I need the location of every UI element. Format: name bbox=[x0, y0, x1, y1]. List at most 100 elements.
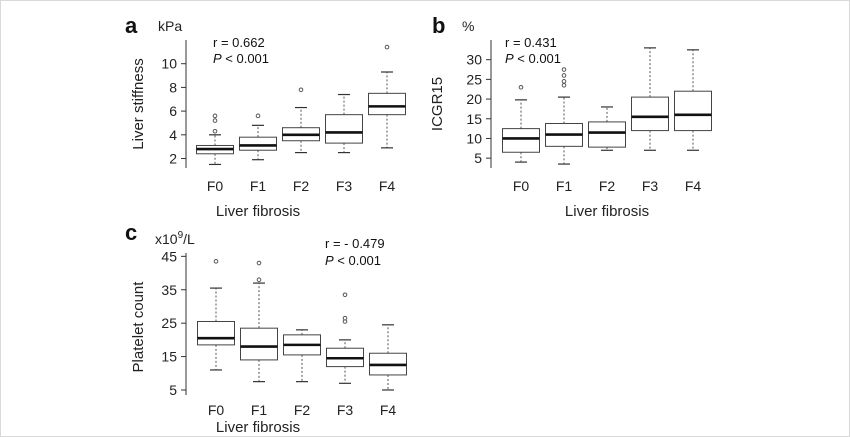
a-box-F4 bbox=[368, 44, 406, 149]
b-x-tick-label: F0 bbox=[513, 178, 530, 194]
panel-c-xlabel: Liver fibrosis bbox=[216, 419, 300, 436]
outlier-point bbox=[298, 87, 304, 93]
a-y-tick-label: 8 bbox=[169, 79, 177, 95]
c-y-tick-label: 35 bbox=[161, 282, 177, 298]
a-x-tick-label: F0 bbox=[207, 178, 224, 194]
b-y-tick-label: 25 bbox=[466, 71, 482, 87]
iqr-box bbox=[325, 114, 363, 144]
b-box-F2 bbox=[588, 106, 626, 151]
panel-c: c x109/L r = - 0.479 P < 0.001 5 15 25 35 45… bbox=[125, 220, 407, 436]
panel-b-xlabel: Liver fibrosis bbox=[565, 203, 649, 220]
outlier-point bbox=[561, 82, 567, 88]
panel-c-unit: x109/L bbox=[155, 230, 195, 247]
panel-b-unit: % bbox=[462, 18, 474, 34]
a-x-tick-label: F2 bbox=[293, 178, 310, 194]
a-box-F2 bbox=[282, 87, 320, 154]
panel-b-ylabel: ICGR15 bbox=[429, 77, 446, 131]
panel-a-letter: a bbox=[125, 13, 138, 38]
outlier-point bbox=[518, 84, 524, 90]
iqr-box bbox=[197, 320, 235, 346]
panel-b-p-rest: < 0.001 bbox=[514, 51, 561, 66]
b-y-tick-label: 10 bbox=[466, 130, 482, 146]
panel-c-unit-rest: /L bbox=[183, 231, 195, 247]
outlier-point bbox=[256, 277, 262, 283]
outlier-point bbox=[212, 113, 218, 119]
b-y-tick-label: 5 bbox=[474, 150, 482, 166]
c-x-tick-label: F4 bbox=[380, 402, 397, 418]
a-y-tick-label: 10 bbox=[161, 56, 177, 72]
panel-a-xlabel: Liver fibrosis bbox=[216, 203, 300, 220]
c-y-tick-label: 25 bbox=[161, 315, 177, 331]
panel-b-correlation: r = 0.431 bbox=[505, 35, 557, 50]
outlier-point bbox=[212, 118, 218, 123]
c-y-tick-label: 45 bbox=[161, 248, 177, 264]
panel-a-plot: 2 4 6 8 10 F0 F1 F2 F3 F4 bbox=[161, 40, 406, 194]
a-y-tick-label: 2 bbox=[169, 151, 177, 167]
b-y-tick-label: 15 bbox=[466, 111, 482, 127]
b-x-tick-label: F1 bbox=[556, 178, 573, 194]
outlier-point bbox=[561, 79, 567, 84]
c-box-F2 bbox=[283, 329, 321, 383]
a-x-tick-label: F1 bbox=[250, 178, 267, 194]
c-box-F3 bbox=[326, 292, 364, 384]
iqr-box bbox=[240, 327, 278, 361]
panel-c-letter: c bbox=[125, 220, 137, 245]
b-y-tick-label: 30 bbox=[466, 52, 482, 68]
a-box-F3 bbox=[325, 93, 363, 154]
b-box-F3 bbox=[631, 47, 669, 151]
panel-c-p-symbol: P bbox=[325, 253, 334, 268]
a-x-tick-label: F4 bbox=[379, 178, 396, 194]
a-x-tick-label: F3 bbox=[336, 178, 353, 194]
c-box-F0 bbox=[197, 259, 235, 371]
panel-b-letter: b bbox=[432, 13, 445, 38]
outlier-point bbox=[256, 260, 262, 266]
c-x-tick-label: F2 bbox=[294, 402, 311, 418]
b-box-F1 bbox=[545, 67, 583, 165]
panel-c-unit-exponent: 9 bbox=[178, 230, 184, 241]
c-x-tick-label: F0 bbox=[208, 402, 225, 418]
iqr-box bbox=[502, 128, 540, 153]
panel-a-ylabel: Liver stiffness bbox=[130, 58, 147, 149]
a-box-F1 bbox=[239, 113, 277, 161]
c-x-tick-label: F3 bbox=[337, 402, 354, 418]
panel-c-plot: 5 15 25 35 45 F0 F1 F2 F3 F4 bbox=[161, 248, 407, 418]
panel-c-ylabel: Platelet count bbox=[130, 281, 147, 373]
a-y-tick-label: 4 bbox=[169, 127, 177, 143]
iqr-box bbox=[631, 96, 669, 132]
b-x-tick-label: F3 bbox=[642, 178, 659, 194]
c-x-tick-label: F1 bbox=[251, 402, 268, 418]
panel-c-unit-base: x10 bbox=[155, 231, 178, 247]
iqr-box bbox=[588, 121, 626, 148]
outlier-point bbox=[384, 44, 390, 50]
panel-a-p-rest: < 0.001 bbox=[222, 51, 269, 66]
iqr-box bbox=[674, 90, 712, 132]
outlier-point bbox=[561, 73, 567, 78]
panel-b: b % r = 0.431 P < 0.001 5 10 15 20 25 30 F0 F1 F… bbox=[429, 13, 712, 220]
outlier-point bbox=[561, 67, 567, 72]
outlier-point bbox=[213, 259, 219, 264]
iqr-box bbox=[368, 92, 406, 116]
panel-a-unit: kPa bbox=[158, 18, 182, 34]
outlier-point bbox=[212, 128, 218, 134]
iqr-box bbox=[239, 136, 277, 151]
b-box-F4 bbox=[674, 49, 712, 151]
outlier-point bbox=[255, 113, 261, 119]
c-y-tick-label: 15 bbox=[161, 349, 177, 365]
panel-c-pvalue: P < 0.001 bbox=[325, 253, 381, 268]
panel-b-pvalue: P < 0.001 bbox=[505, 51, 561, 66]
panel-b-p-symbol: P bbox=[505, 51, 514, 66]
panel-a-pvalue: P < 0.001 bbox=[213, 51, 269, 66]
outlier-point bbox=[342, 315, 348, 321]
panel-c-correlation: r = - 0.479 bbox=[325, 236, 385, 251]
b-x-tick-label: F2 bbox=[599, 178, 616, 194]
panel-a: a kPa r = 0.662 P < 0.001 2 4 6 8 10 F0 F1 F2 F3… bbox=[125, 13, 406, 220]
panel-a-p-symbol: P bbox=[213, 51, 222, 66]
c-y-tick-label: 5 bbox=[169, 382, 177, 398]
c-box-F4 bbox=[369, 324, 407, 391]
panel-b-plot: 5 10 15 20 25 30 F0 F1 F2 F3 F4 bbox=[466, 40, 712, 194]
b-y-tick-label: 20 bbox=[466, 91, 482, 107]
b-box-F0 bbox=[502, 84, 540, 163]
a-box-F0 bbox=[196, 113, 234, 166]
b-x-tick-label: F4 bbox=[685, 178, 702, 194]
